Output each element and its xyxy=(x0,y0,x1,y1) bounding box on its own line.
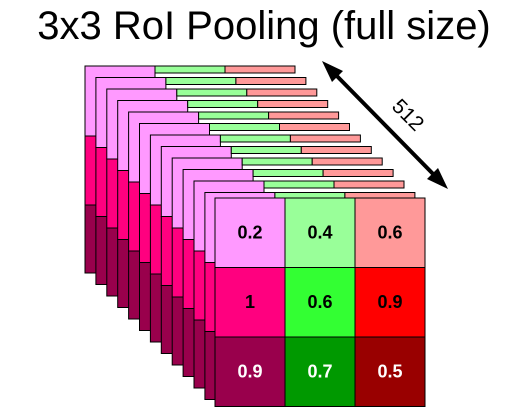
layer-cell xyxy=(187,100,259,108)
layer-cell xyxy=(219,134,291,143)
pooled-cell: 0.2 xyxy=(214,197,286,268)
pooled-cell-box xyxy=(354,267,426,338)
pooled-cell-value: 0.9 xyxy=(237,362,262,382)
layer-cell xyxy=(235,77,307,85)
pooled-cell: 1 xyxy=(214,267,286,338)
layer-cell xyxy=(289,134,361,143)
layer-cell xyxy=(246,88,318,97)
pooled-cell: 0.9 xyxy=(354,267,426,338)
pooled-cell-value: 0.5 xyxy=(377,362,402,382)
pooled-cell-box xyxy=(214,267,286,338)
depth-label: 512 xyxy=(387,95,428,136)
pooled-cell-value: 0.6 xyxy=(307,292,332,312)
pooled-cell-value: 0.9 xyxy=(377,292,402,312)
pooled-cell-box xyxy=(354,197,426,268)
layer-cell xyxy=(165,77,237,85)
layer-cell xyxy=(224,65,296,74)
layer-cell xyxy=(230,146,302,154)
layer-cell xyxy=(257,100,329,108)
diagram-title: 3x3 RoI Pooling (full size) xyxy=(37,4,491,48)
pooled-cell-value: 0.2 xyxy=(237,223,262,243)
layer-cell xyxy=(311,157,383,166)
layer-cell xyxy=(209,123,280,131)
depth-arrowhead-top xyxy=(322,61,343,82)
depth-arrow-line xyxy=(329,68,441,182)
layer-cell xyxy=(322,169,394,177)
layer-cell xyxy=(268,111,340,120)
layer-cell xyxy=(252,169,324,177)
layer-cell xyxy=(333,180,405,189)
layer-cell xyxy=(198,111,270,120)
layer-cell xyxy=(279,123,350,131)
layer-cell xyxy=(154,65,226,74)
pooled-cell: 0.6 xyxy=(284,267,356,338)
pooled-cell-value: 1 xyxy=(245,292,255,312)
pooled-cell: 0.9 xyxy=(214,336,286,407)
layer-cell xyxy=(241,157,313,166)
pooled-cell: 0.5 xyxy=(354,336,426,407)
pooled-cell-box xyxy=(284,336,356,407)
layer-cell xyxy=(176,88,248,97)
pooled-cell: 0.7 xyxy=(284,336,356,407)
pooled-cell-value: 0.6 xyxy=(377,223,402,243)
pooled-cell-box xyxy=(284,197,356,268)
pooled-cell-box xyxy=(354,336,426,407)
pooled-cell: 0.4 xyxy=(284,197,356,268)
pooled-cell: 0.6 xyxy=(354,197,426,268)
layer-cell xyxy=(300,146,372,154)
pooled-cell-value: 0.7 xyxy=(307,362,332,382)
pooled-output-grid: 0.2 0.4 0.6 1 0.6 0.9 0.9 0.7 0.5 xyxy=(214,197,426,407)
layer-cell xyxy=(263,180,335,189)
depth-arrowhead-bottom xyxy=(427,168,448,189)
pooled-cell-value: 0.4 xyxy=(307,223,332,243)
